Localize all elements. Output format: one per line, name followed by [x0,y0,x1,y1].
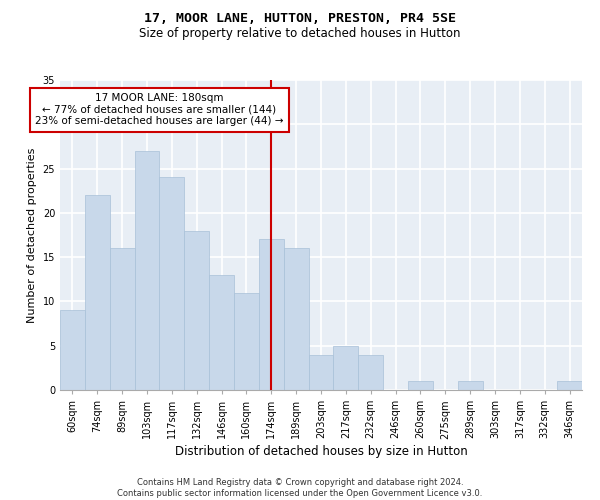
Bar [358,354,383,390]
Text: 17, MOOR LANE, HUTTON, PRESTON, PR4 5SE: 17, MOOR LANE, HUTTON, PRESTON, PR4 5SE [144,12,456,26]
Bar [160,178,184,390]
Bar [259,240,284,390]
Bar [458,381,482,390]
Bar [85,195,110,390]
Text: Size of property relative to detached houses in Hutton: Size of property relative to detached ho… [139,28,461,40]
Y-axis label: Number of detached properties: Number of detached properties [27,148,37,322]
Bar [557,381,582,390]
Bar [60,310,85,390]
Bar [110,248,134,390]
Bar [209,275,234,390]
Bar [334,346,358,390]
Text: Contains HM Land Registry data © Crown copyright and database right 2024.
Contai: Contains HM Land Registry data © Crown c… [118,478,482,498]
X-axis label: Distribution of detached houses by size in Hutton: Distribution of detached houses by size … [175,446,467,458]
Bar [284,248,308,390]
Bar [308,354,334,390]
Bar [134,151,160,390]
Bar [234,292,259,390]
Bar [408,381,433,390]
Text: 17 MOOR LANE: 180sqm
← 77% of detached houses are smaller (144)
23% of semi-deta: 17 MOOR LANE: 180sqm ← 77% of detached h… [35,94,284,126]
Bar [184,230,209,390]
